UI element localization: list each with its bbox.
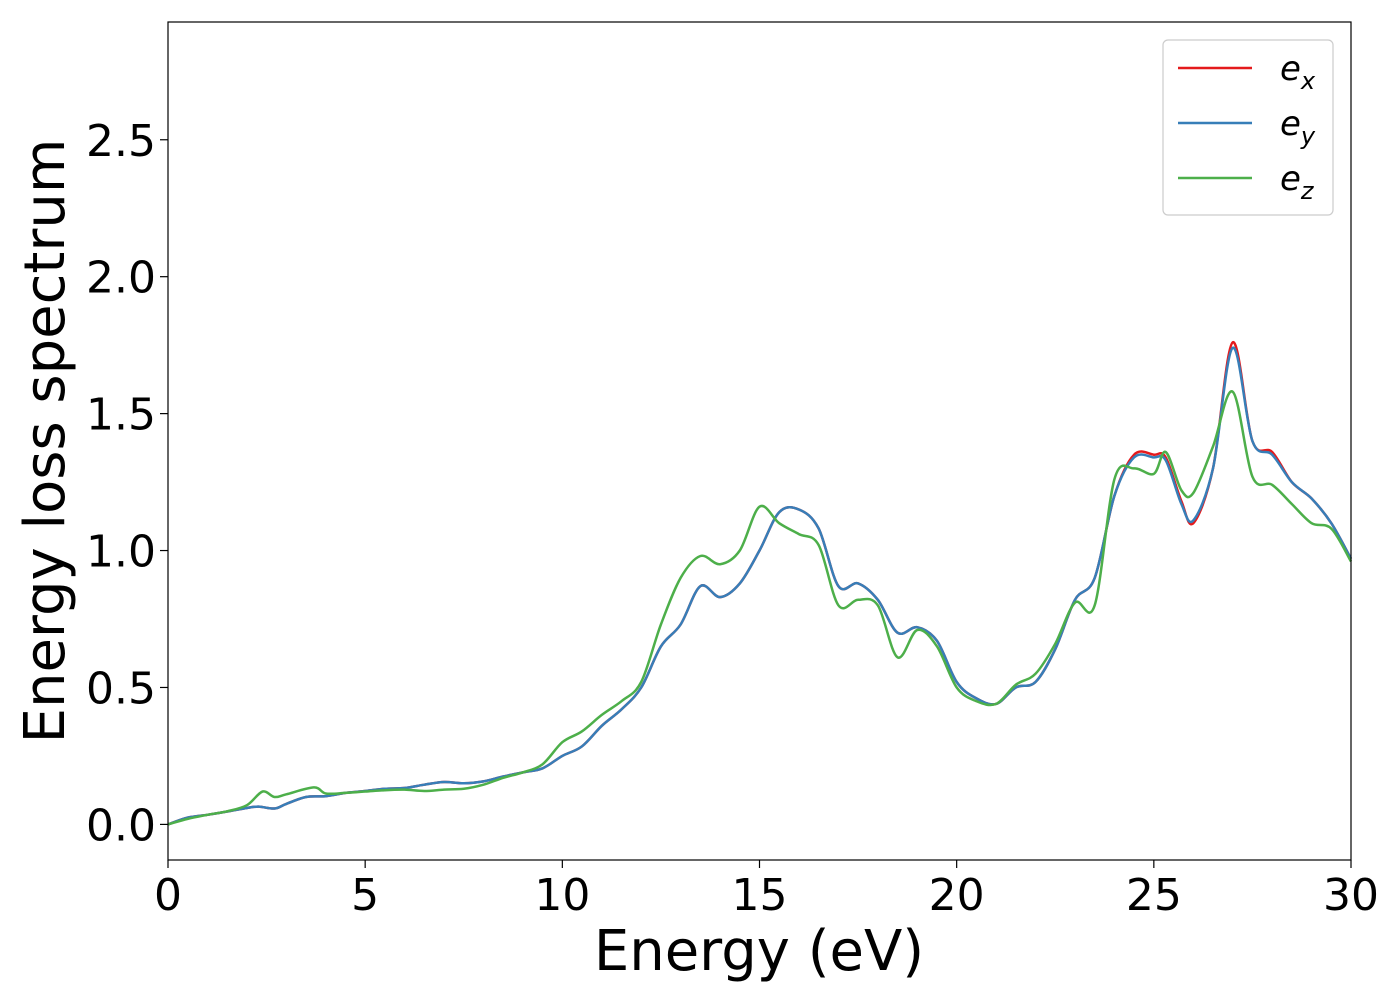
series-line-ez	[167, 390, 1353, 826]
ticks-layer: 0 5 10 15 20 25 30 0.0 0.5 1.0 1.5 2.0 2.5	[86, 116, 1379, 921]
y-tick-label: 2.5	[86, 116, 156, 167]
series-layer	[167, 341, 1353, 826]
y-tick-label: 2.0	[86, 253, 156, 304]
y-axis-label: Energy loss spectrum	[13, 139, 78, 744]
x-tick-label: 15	[732, 870, 788, 921]
y-tick-label: 1.0	[86, 527, 156, 578]
x-tick-label: 5	[351, 870, 379, 921]
legend-box	[1162, 39, 1334, 216]
y-tick-label: 1.5	[86, 390, 156, 441]
x-axis-label: Energy (eV)	[594, 919, 924, 984]
y-tick-label: 0.5	[86, 663, 156, 714]
x-tick-label: 0	[154, 870, 182, 921]
x-tick-label: 20	[929, 870, 985, 921]
y-tick-label: 0.0	[86, 800, 156, 851]
x-tick-label: 30	[1323, 870, 1379, 921]
x-tick-label: 25	[1126, 870, 1182, 921]
x-tick-label: 10	[534, 870, 590, 921]
